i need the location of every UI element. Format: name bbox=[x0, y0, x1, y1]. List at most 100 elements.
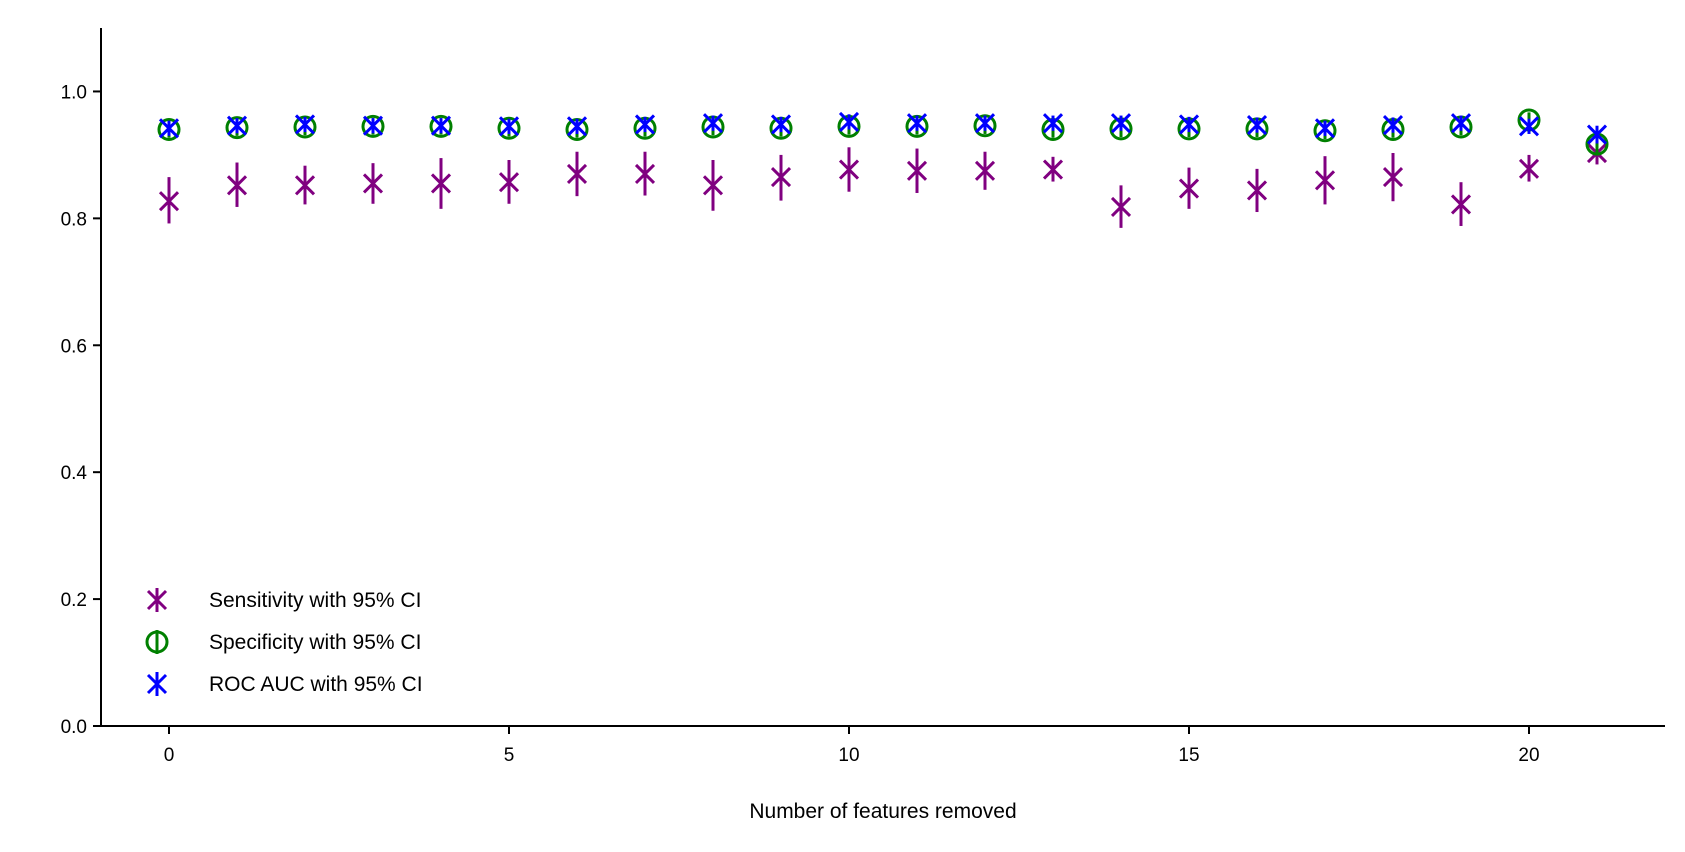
data-point bbox=[1450, 182, 1472, 226]
marker bbox=[1518, 116, 1540, 137]
y-tick-label: 1.0 bbox=[61, 82, 87, 103]
x-marker-stroke bbox=[974, 113, 996, 134]
x-marker-stroke bbox=[158, 191, 180, 212]
marker bbox=[702, 175, 724, 196]
data-point bbox=[1518, 154, 1540, 182]
marker bbox=[1110, 196, 1132, 218]
x-marker-stroke bbox=[1314, 118, 1336, 139]
marker bbox=[1450, 194, 1472, 215]
data-point bbox=[634, 151, 656, 196]
marker bbox=[1450, 113, 1472, 134]
x-marker-stroke bbox=[226, 175, 248, 196]
x-marker-stroke bbox=[702, 113, 724, 134]
x-marker-stroke bbox=[702, 175, 724, 196]
data-point bbox=[1178, 114, 1200, 135]
x-marker-stroke bbox=[1178, 114, 1200, 135]
legend-marker bbox=[146, 673, 168, 695]
legend-marker bbox=[146, 589, 168, 611]
x-marker-stroke bbox=[1178, 178, 1200, 199]
marker bbox=[225, 116, 249, 140]
marker bbox=[157, 118, 181, 142]
marker bbox=[1246, 180, 1268, 201]
marker bbox=[158, 191, 180, 212]
data-point bbox=[838, 111, 860, 132]
marker bbox=[770, 167, 792, 188]
x-marker-stroke bbox=[770, 167, 792, 188]
marker bbox=[429, 114, 453, 138]
x-marker-stroke bbox=[226, 115, 248, 136]
data-point bbox=[974, 113, 996, 134]
data-point bbox=[430, 115, 452, 136]
marker bbox=[1314, 118, 1336, 139]
circle-marker bbox=[497, 116, 521, 140]
data-point bbox=[1518, 116, 1540, 137]
x-marker-stroke bbox=[430, 173, 452, 194]
x-marker-stroke bbox=[1518, 158, 1540, 179]
legend-item: ROC AUC with 95% CI bbox=[146, 672, 423, 696]
marker bbox=[838, 159, 860, 180]
legend-label: Sensitivity with 95% CI bbox=[209, 589, 421, 612]
data-point bbox=[566, 151, 588, 197]
data-point bbox=[1586, 124, 1608, 145]
x-marker-stroke bbox=[1314, 170, 1336, 191]
legend-label: Specificity with 95% CI bbox=[209, 631, 421, 654]
x-marker-stroke bbox=[1518, 116, 1540, 137]
data-point bbox=[226, 115, 248, 136]
legend-marker bbox=[145, 630, 169, 654]
legend-item: Specificity with 95% CI bbox=[145, 630, 421, 654]
x-marker-stroke bbox=[906, 113, 928, 134]
data-point bbox=[770, 114, 792, 135]
x-marker-stroke bbox=[1246, 180, 1268, 201]
circle-marker bbox=[429, 114, 453, 138]
marker bbox=[361, 114, 385, 138]
marker bbox=[1382, 115, 1404, 136]
x-marker-stroke bbox=[498, 172, 520, 193]
x-marker-stroke bbox=[362, 173, 384, 194]
plot-area bbox=[157, 108, 1609, 228]
legend: Sensitivity with 95% CI Specificity with … bbox=[145, 588, 423, 696]
x-tick-label: 20 bbox=[1518, 745, 1539, 766]
marker bbox=[497, 116, 521, 140]
data-point bbox=[498, 116, 520, 137]
marker bbox=[770, 114, 792, 135]
legend-item: Sensitivity with 95% CI bbox=[146, 588, 421, 612]
data-point bbox=[1314, 118, 1336, 139]
x-marker-stroke bbox=[1586, 124, 1608, 145]
marker bbox=[1314, 170, 1336, 191]
data-point bbox=[1246, 168, 1268, 213]
marker bbox=[430, 173, 452, 194]
x-marker-stroke bbox=[634, 114, 656, 135]
circle-marker bbox=[225, 116, 249, 140]
marker bbox=[498, 116, 520, 137]
data-point bbox=[1042, 156, 1064, 182]
marker bbox=[362, 115, 384, 136]
marker bbox=[430, 115, 452, 136]
data-point bbox=[226, 162, 248, 207]
x-marker-stroke bbox=[838, 159, 860, 180]
data-point bbox=[702, 159, 724, 211]
data-point bbox=[1450, 113, 1472, 134]
marker bbox=[634, 163, 656, 185]
data-point bbox=[362, 115, 384, 136]
data-point bbox=[634, 114, 656, 135]
data-point bbox=[430, 158, 452, 209]
data-point bbox=[1110, 113, 1132, 134]
x-marker-stroke bbox=[1450, 194, 1472, 215]
y-tick-label: 0.8 bbox=[61, 209, 87, 230]
marker bbox=[294, 175, 316, 196]
data-point bbox=[1314, 156, 1336, 205]
marker bbox=[158, 118, 180, 139]
legend-label: ROC AUC with 95% CI bbox=[209, 673, 423, 696]
x-marker-stroke bbox=[906, 160, 928, 181]
y-tick-label: 0.4 bbox=[61, 463, 88, 484]
marker bbox=[974, 113, 996, 134]
data-point bbox=[362, 163, 384, 204]
marker bbox=[1178, 178, 1200, 199]
data-point bbox=[770, 154, 792, 201]
x-marker-stroke bbox=[974, 160, 996, 181]
x-axis-title: Number of features removed bbox=[749, 800, 1016, 823]
x-tick-label: 15 bbox=[1178, 745, 1199, 766]
data-point bbox=[1246, 115, 1268, 136]
y-tick-label: 0.6 bbox=[61, 336, 87, 357]
